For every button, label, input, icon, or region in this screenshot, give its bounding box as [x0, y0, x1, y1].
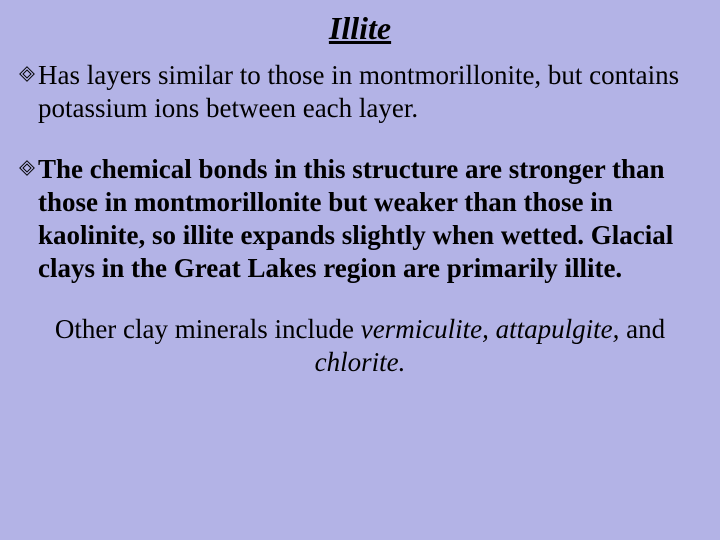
footer-italic: vermiculite, attapulgite,	[361, 314, 620, 344]
bullet-text: The chemical bonds in this structure are…	[38, 153, 702, 285]
footer-italic: chlorite.	[315, 347, 406, 377]
bullet-item: Has layers similar to those in montmoril…	[18, 59, 702, 125]
bullet-text: Has layers similar to those in montmoril…	[38, 59, 702, 125]
footer-mid: and	[619, 314, 665, 344]
bullet-item: The chemical bonds in this structure are…	[18, 153, 702, 285]
slide-title: Illite	[18, 10, 702, 47]
footer-prefix: Other clay minerals include	[55, 314, 361, 344]
footer-paragraph: Other clay minerals include vermiculite,…	[18, 313, 702, 379]
diamond-bullet-icon	[18, 159, 36, 177]
diamond-bullet-icon	[18, 65, 36, 83]
